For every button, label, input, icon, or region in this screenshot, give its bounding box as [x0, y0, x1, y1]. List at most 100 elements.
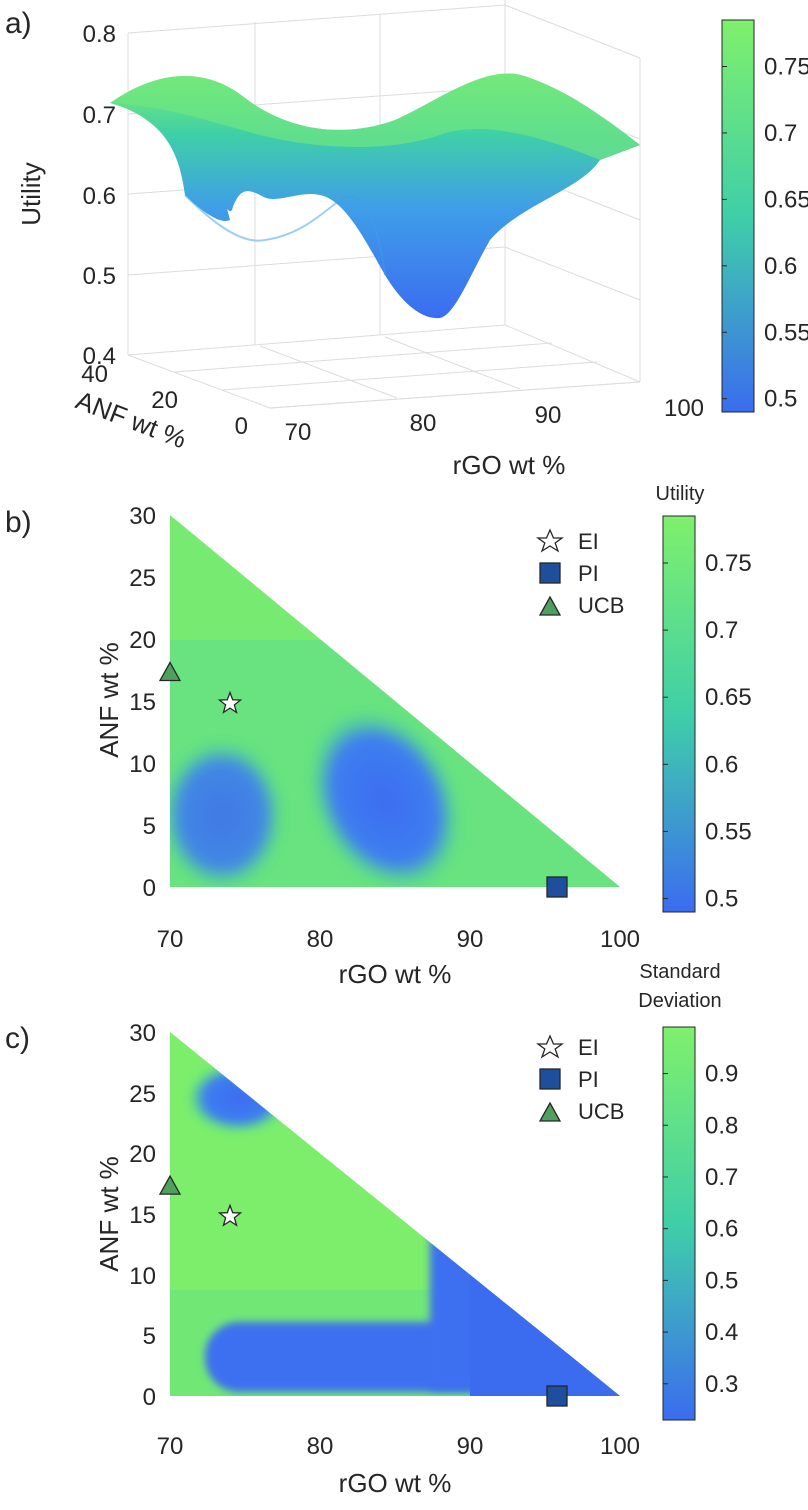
x-tick: 70: [157, 1433, 184, 1460]
legend-pi-square-icon: [539, 562, 561, 584]
panel-b-x-label: rGO wt %: [339, 959, 452, 989]
panel-a-z-ticks: 0.8 0.7 0.6 0.5 0.4: [83, 21, 116, 370]
y-tick: 0: [143, 875, 156, 902]
ei-point-star-icon: [217, 690, 243, 714]
colorbar-tick-label: 0.7: [705, 617, 738, 644]
z-tick: 0.4: [83, 343, 116, 370]
colorbar-title-line2: Deviation: [638, 990, 721, 1012]
panel-a: a): [5, 0, 808, 480]
colorbar-gradient: [662, 515, 696, 913]
panel-c-colorbar: Standard Deviation 0.9 0.8 0.7 0.6 0.5 0.4 0.3: [638, 961, 738, 1421]
y-tick: 20: [151, 387, 178, 414]
colorbar-tick-label: 0.55: [764, 319, 808, 346]
x-tick: 90: [457, 926, 484, 953]
legend-pi-label: PI: [578, 561, 599, 586]
panel-a-x-label: rGO wt %: [453, 450, 566, 480]
panel-b-y-ticks: 30 25 20 15 10 5 0: [129, 503, 156, 902]
colorbar-title-line1: Standard: [639, 961, 720, 983]
y-tick: 30: [129, 1020, 156, 1047]
legend-ei-label: EI: [578, 529, 599, 554]
y-tick: 0: [235, 413, 248, 440]
panel-a-label: a): [5, 7, 32, 40]
x-tick: 70: [157, 926, 184, 953]
z-tick: 0.8: [83, 21, 116, 48]
y-tick: 5: [143, 1323, 156, 1350]
colorbar-tick-label: 0.75: [705, 550, 752, 577]
x-tick: 100: [600, 926, 640, 953]
legend-ei-label: EI: [578, 1035, 599, 1060]
panel-b-markers: [158, 661, 568, 898]
y-tick: 25: [129, 1081, 156, 1108]
colorbar-tick-label: 0.4: [705, 1319, 738, 1346]
panel-a-x-ticks: 70 80 90 100: [285, 395, 704, 446]
ei-point-star-icon: [217, 1203, 243, 1227]
panel-c-y-ticks: 30 25 20 15 10 5 0: [129, 1020, 156, 1411]
x-tick: 90: [535, 402, 562, 429]
legend-ucb-triangle-icon: [538, 1101, 562, 1122]
y-tick: 40: [81, 361, 108, 388]
panel-c: c) 30 25 20 15 10 5 0 ANF wt % 70 80 90 …: [5, 961, 738, 1498]
y-tick: 10: [129, 1263, 156, 1290]
panel-a-z-label: Utility: [16, 162, 46, 226]
colorbar-tick-label: 0.6: [705, 1216, 738, 1243]
colorbar-tick-label: 0.5: [764, 386, 797, 413]
legend-pi-label: PI: [578, 1067, 599, 1092]
colorbar-tick-label: 0.7: [764, 120, 797, 147]
panel-b-colorbar: Utility 0.75 0.7 0.65 0.6 0.55 0.5: [656, 483, 752, 913]
panel-a-y-ticks: 40 20 0: [81, 361, 248, 440]
pi-point-square-icon: [546, 876, 568, 898]
y-tick: 25: [129, 565, 156, 592]
panel-b-x-ticks: 70 80 90 100: [157, 926, 640, 953]
x-tick: 80: [307, 926, 334, 953]
legend-ucb-label: UCB: [578, 1099, 624, 1124]
y-tick: 30: [129, 503, 156, 530]
z-tick: 0.6: [83, 183, 116, 210]
panel-c-markers: [158, 1174, 568, 1407]
panel-b: b) 30 25 20 15 10 5 0 ANF wt % 70 80 90 …: [5, 483, 752, 989]
colorbar-tick-label: 0.55: [705, 818, 752, 845]
y-tick: 0: [143, 1384, 156, 1411]
z-tick: 0.5: [83, 263, 116, 290]
x-tick: 90: [457, 1433, 484, 1460]
z-tick: 0.7: [83, 102, 116, 129]
panel-a-colorbar: 0.75 0.7 0.65 0.6 0.55 0.5: [721, 19, 808, 413]
x-tick: 80: [410, 410, 437, 437]
legend-ucb-label: UCB: [578, 593, 624, 618]
colorbar-gradient: [721, 19, 755, 413]
panel-c-legend: EI PI UCB: [536, 1034, 624, 1124]
ucb-point-triangle-icon: [158, 661, 182, 682]
y-tick: 10: [129, 751, 156, 778]
legend-ucb-triangle-icon: [538, 595, 562, 616]
colorbar-tick-label: 0.7: [705, 1164, 738, 1191]
panel-c-y-label: ANF wt %: [94, 1156, 124, 1272]
y-tick: 5: [143, 813, 156, 840]
legend-ei-star-icon: [536, 528, 564, 553]
colorbar-tick-label: 0.5: [705, 1267, 738, 1294]
panel-c-x-label: rGO wt %: [339, 1468, 452, 1498]
panel-c-x-ticks: 70 80 90 100: [157, 1433, 640, 1460]
y-tick: 15: [129, 1202, 156, 1229]
panel-b-label: b): [5, 506, 32, 539]
ucb-point-triangle-icon: [158, 1174, 182, 1195]
y-tick: 20: [129, 627, 156, 654]
colorbar-tick-label: 0.6: [705, 751, 738, 778]
colorbar-tick-label: 0.9: [705, 1061, 738, 1088]
colorbar-tick-label: 0.5: [705, 886, 738, 913]
colorbar-tick-label: 0.65: [705, 684, 752, 711]
panel-b-legend: EI PI UCB: [536, 528, 624, 618]
panel-b-y-label: ANF wt %: [94, 642, 124, 758]
colorbar-tick-label: 0.65: [764, 186, 808, 213]
utility-surface: [110, 73, 640, 319]
y-tick: 20: [129, 1141, 156, 1168]
x-tick: 100: [664, 395, 704, 422]
legend-ei-star-icon: [536, 1034, 564, 1059]
colorbar-gradient: [662, 1026, 696, 1421]
colorbar-tick-label: 0.6: [764, 253, 797, 280]
x-tick: 80: [307, 1433, 334, 1460]
colorbar-tick-label: 0.3: [705, 1371, 738, 1398]
x-tick: 70: [285, 419, 312, 446]
panel-c-label: c): [5, 1022, 30, 1055]
colorbar-tick-label: 0.75: [764, 54, 808, 81]
y-tick: 15: [129, 689, 156, 716]
